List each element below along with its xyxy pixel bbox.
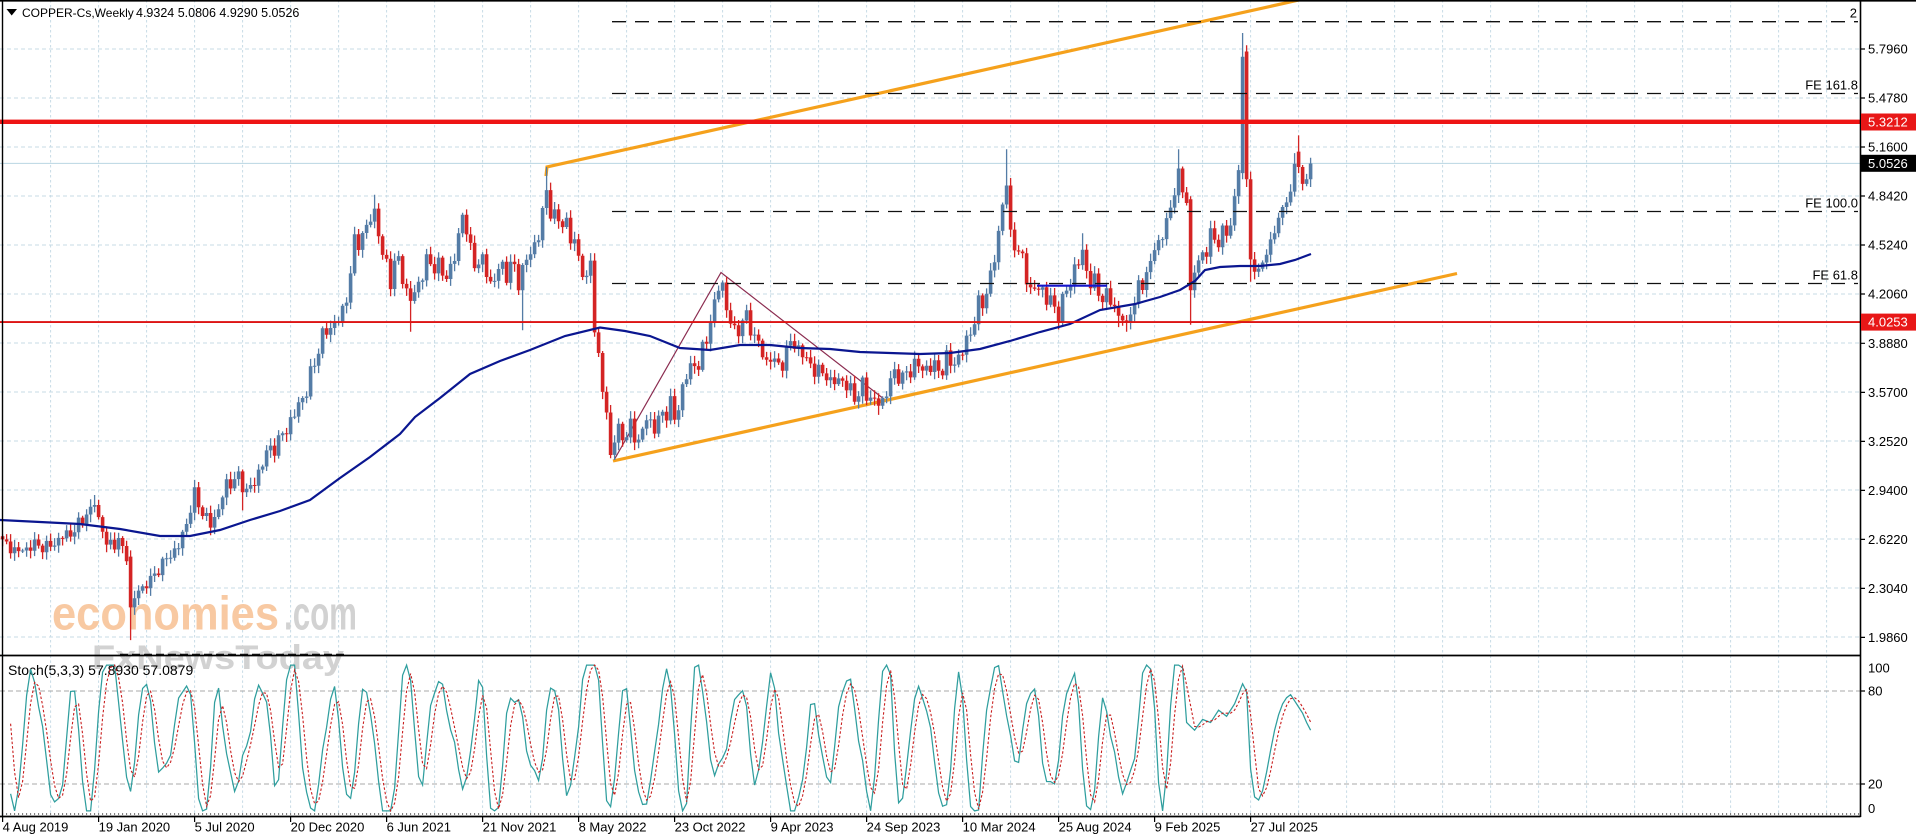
svg-text:27 Jul 2025: 27 Jul 2025 — [1251, 820, 1318, 835]
svg-text:2.9400: 2.9400 — [1868, 483, 1908, 498]
svg-text:19 Jan 2020: 19 Jan 2020 — [99, 820, 171, 835]
svg-text:FE 100.0: FE 100.0 — [1805, 196, 1858, 211]
svg-text:COPPER-Cs,Weekly: COPPER-Cs,Weekly — [22, 6, 134, 20]
svg-text:1.9860: 1.9860 — [1868, 630, 1908, 645]
svg-text:Stoch(5,3,3) 57.8930 57.0879: Stoch(5,3,3) 57.8930 57.0879 — [8, 662, 193, 678]
svg-text:20 Dec 2020: 20 Dec 2020 — [291, 820, 365, 835]
svg-text:2.6220: 2.6220 — [1868, 532, 1908, 547]
svg-text:2: 2 — [1850, 6, 1857, 21]
svg-text:100: 100 — [1868, 661, 1890, 676]
svg-text:25 Aug 2024: 25 Aug 2024 — [1059, 820, 1132, 835]
svg-text:4.8420: 4.8420 — [1868, 189, 1908, 204]
svg-text:0: 0 — [1868, 801, 1875, 816]
svg-text:economies: economies — [52, 587, 279, 640]
svg-text:4.5240: 4.5240 — [1868, 238, 1908, 253]
svg-text:4.2060: 4.2060 — [1868, 287, 1908, 302]
svg-text:9 Feb 2025: 9 Feb 2025 — [1155, 820, 1221, 835]
svg-text:6 Jun 2021: 6 Jun 2021 — [387, 820, 451, 835]
svg-text:20: 20 — [1868, 777, 1882, 792]
svg-text:4 Aug 2019: 4 Aug 2019 — [3, 820, 69, 835]
svg-text:3.5700: 3.5700 — [1868, 385, 1908, 400]
svg-text:10 Mar 2024: 10 Mar 2024 — [963, 820, 1036, 835]
svg-text:FxNewsToday: FxNewsToday — [92, 639, 344, 677]
svg-text:8 May 2022: 8 May 2022 — [579, 820, 647, 835]
svg-text:23 Oct 2022: 23 Oct 2022 — [675, 820, 746, 835]
svg-text:9 Apr 2023: 9 Apr 2023 — [771, 820, 834, 835]
svg-text:2.3040: 2.3040 — [1868, 581, 1908, 596]
svg-text:4.9324 5.0806 4.9290 5.0526: 4.9324 5.0806 4.9290 5.0526 — [136, 6, 299, 20]
svg-text:FE 61.8: FE 61.8 — [1812, 268, 1858, 283]
svg-text:3.2520: 3.2520 — [1868, 434, 1908, 449]
svg-text:5.4780: 5.4780 — [1868, 91, 1908, 106]
svg-text:5.7960: 5.7960 — [1868, 42, 1908, 57]
svg-text:5.3212: 5.3212 — [1868, 115, 1908, 130]
svg-text:.com: .com — [284, 587, 357, 640]
svg-text:5 Jul 2020: 5 Jul 2020 — [195, 820, 255, 835]
svg-text:5.0526: 5.0526 — [1868, 156, 1908, 171]
svg-text:24 Sep 2023: 24 Sep 2023 — [867, 820, 941, 835]
svg-text:5.1600: 5.1600 — [1868, 140, 1908, 155]
svg-text:FE 161.8: FE 161.8 — [1805, 78, 1858, 93]
svg-text:21 Nov 2021: 21 Nov 2021 — [483, 820, 557, 835]
svg-text:4.0253: 4.0253 — [1868, 315, 1908, 330]
svg-text:3.8880: 3.8880 — [1868, 336, 1908, 351]
svg-text:80: 80 — [1868, 684, 1882, 699]
